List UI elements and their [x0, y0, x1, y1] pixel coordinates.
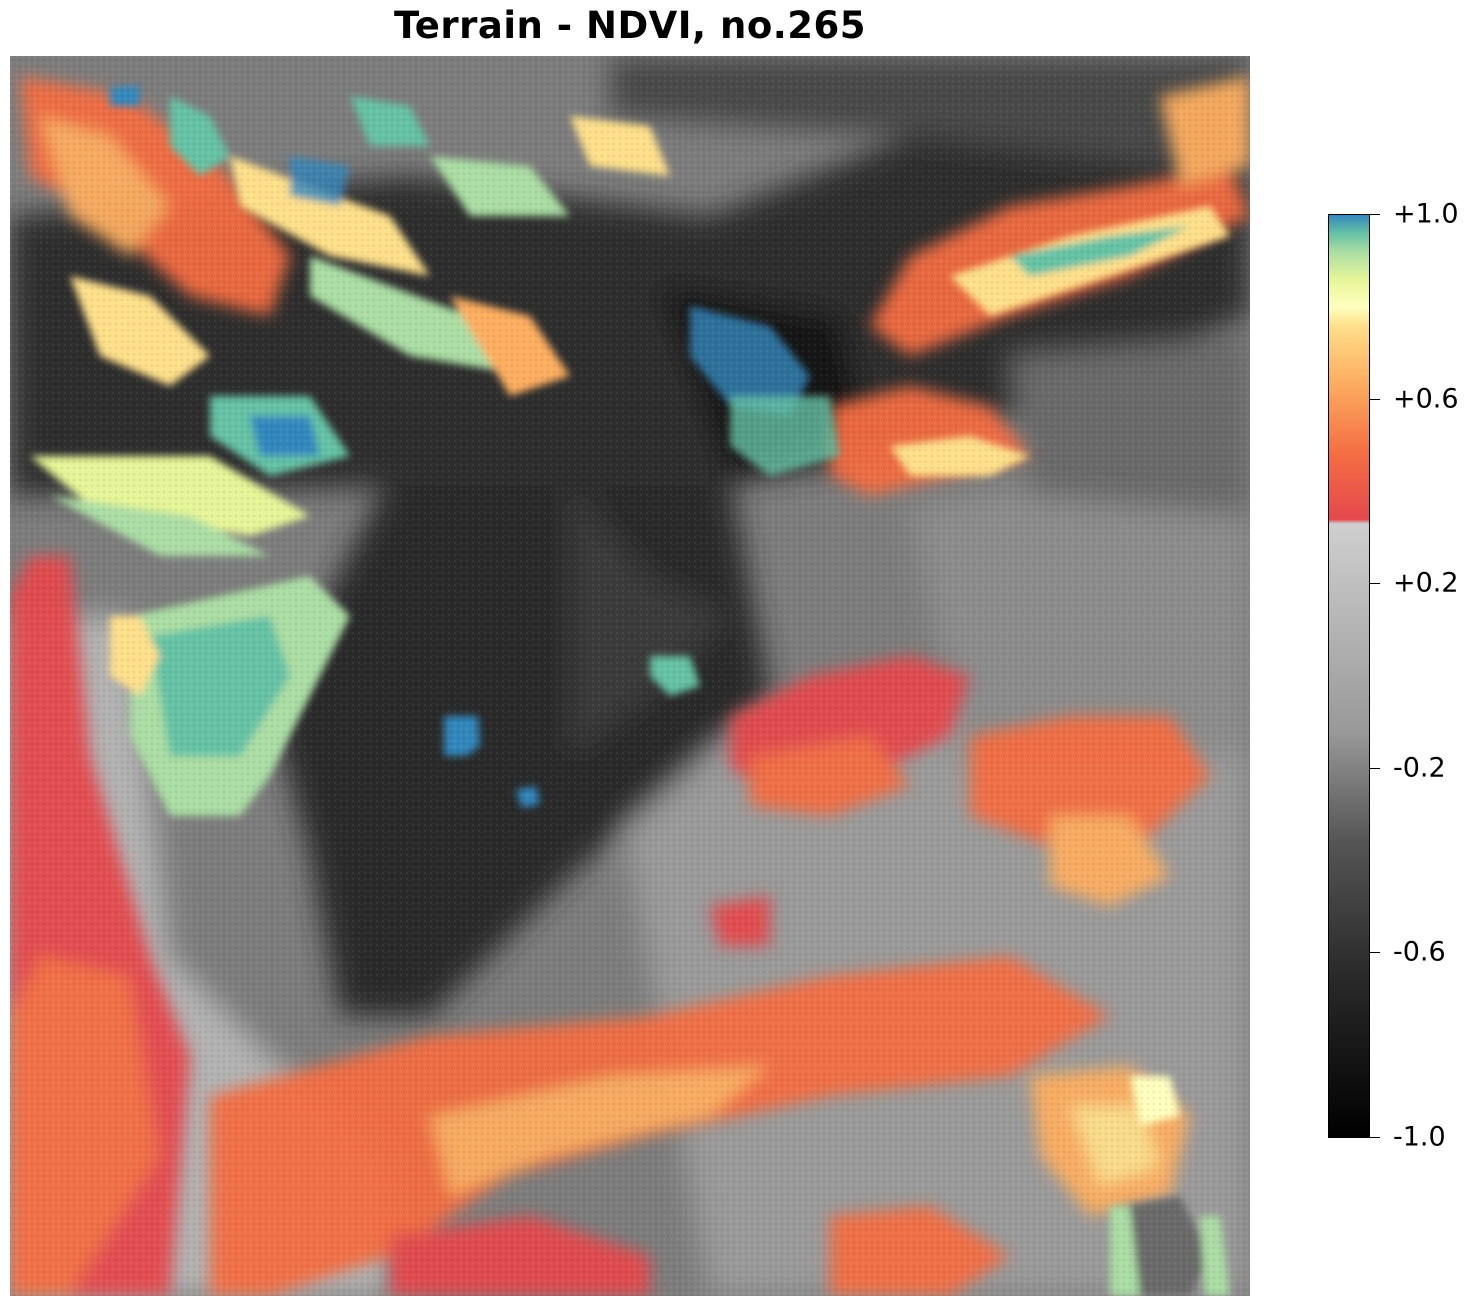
colorbar-tick-label: +1.0 — [1393, 198, 1459, 230]
colorbar-tick-label: -0.2 — [1393, 752, 1446, 784]
colorbar — [1328, 214, 1370, 1138]
colorbar-tick — [1370, 952, 1380, 954]
ndvi-raster-map — [10, 56, 1250, 1296]
colorbar-tick — [1370, 583, 1380, 585]
colorbar-tick — [1370, 767, 1380, 769]
ndvi-raster-image — [10, 56, 1250, 1296]
map-title: Terrain - NDVI, no.265 — [393, 4, 867, 47]
colorbar-tick-label: -0.6 — [1393, 936, 1446, 968]
colorbar-tick-label: +0.2 — [1393, 567, 1459, 599]
colorbar-tick-label: +0.6 — [1393, 383, 1459, 415]
colorbar-tick — [1370, 1137, 1380, 1138]
colorbar-tick — [1370, 214, 1380, 215]
colorbar-tick — [1370, 398, 1380, 400]
colorbar-tick-label: -1.0 — [1393, 1121, 1446, 1153]
